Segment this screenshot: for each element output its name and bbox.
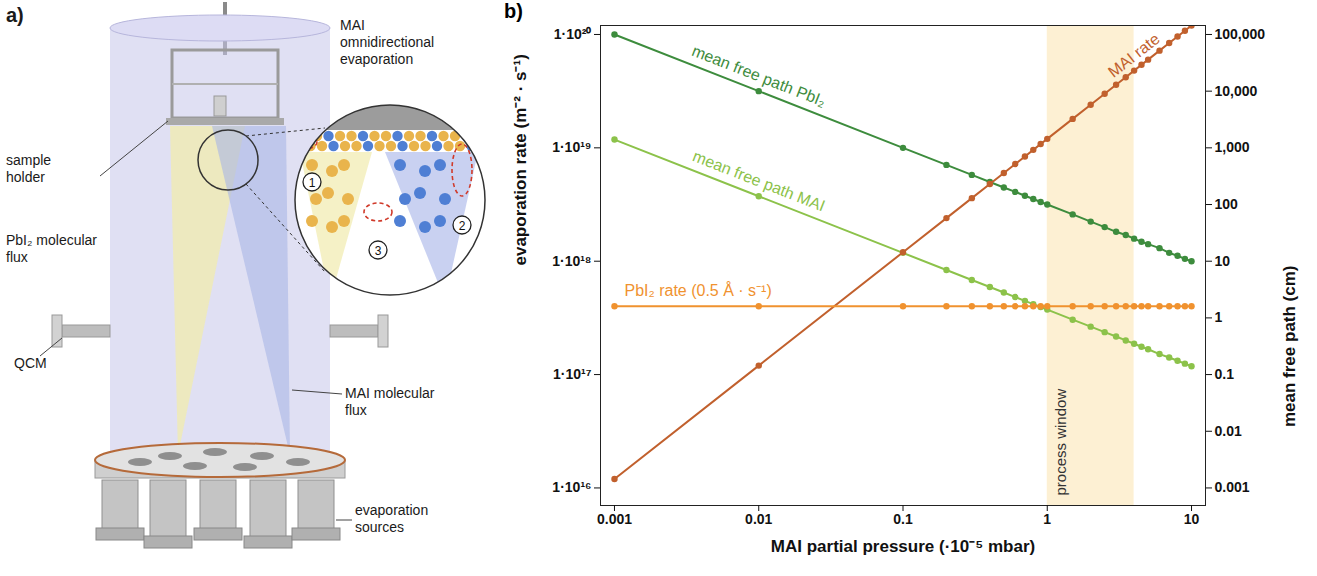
svg-text:1·10¹⁹: 1·10¹⁹: [552, 139, 591, 155]
svg-text:100: 100: [1215, 196, 1239, 212]
svg-text:1·10²⁰: 1·10²⁰: [554, 26, 592, 42]
svg-text:0.001: 0.001: [1215, 479, 1250, 495]
svg-text:1·10¹⁶: 1·10¹⁶: [552, 479, 591, 495]
svg-text:0.1: 0.1: [893, 511, 913, 527]
svg-text:1: 1: [1215, 309, 1223, 325]
svg-text:PbI₂ molecularflux: PbI₂ molecularflux: [6, 232, 97, 265]
svg-text:10,000: 10,000: [1215, 83, 1258, 99]
svg-text:mean free path MAI: mean free path MAI: [690, 147, 827, 214]
svg-text:MAIomnidirectionalevaporation: MAIomnidirectionalevaporation: [340, 17, 434, 67]
svg-text:evaporationsources: evaporationsources: [355, 502, 428, 535]
svg-text:10: 10: [1215, 253, 1231, 269]
svg-text:1,000: 1,000: [1215, 139, 1250, 155]
svg-text:0.01: 0.01: [745, 511, 772, 527]
svg-text:1: 1: [309, 176, 316, 190]
svg-text:a): a): [6, 4, 24, 26]
svg-text:100,000: 100,000: [1215, 26, 1266, 42]
svg-text:0.1: 0.1: [1215, 366, 1235, 382]
svg-text:sampleholder: sampleholder: [6, 152, 51, 185]
svg-text:2: 2: [459, 219, 466, 233]
svg-text:1·10¹⁸: 1·10¹⁸: [552, 253, 591, 269]
svg-text:QCM: QCM: [14, 355, 47, 371]
html-text:b): b): [504, 0, 523, 22]
svg-text:MAI partial pressure (·10⁻⁵ mb: MAI partial pressure (·10⁻⁵ mbar): [771, 537, 1035, 556]
svg-text:0.01: 0.01: [1215, 423, 1242, 439]
svg-text:1·10¹⁷: 1·10¹⁷: [553, 366, 592, 382]
svg-text:MAI molecularflux: MAI molecularflux: [345, 385, 435, 418]
svg-text:0.001: 0.001: [597, 511, 632, 527]
svg-text:mean free path (cm): mean free path (cm): [1280, 266, 1299, 428]
svg-text:MAI rate: MAI rate: [1105, 30, 1163, 81]
svg-text:10: 10: [1184, 511, 1200, 527]
svg-text:process window: process window: [1052, 389, 1069, 496]
svg-text:evaporation rate (m⁻² · s⁻¹): evaporation rate (m⁻² · s⁻¹): [511, 54, 530, 265]
svg-text:1: 1: [1043, 511, 1051, 527]
svg-text:PbI₂ rate (0.5 Å · s⁻¹): PbI₂ rate (0.5 Å · s⁻¹): [624, 281, 771, 299]
svg-text:3: 3: [375, 244, 382, 258]
svg-text:mean free path PbI₂: mean free path PbI₂: [690, 42, 829, 110]
